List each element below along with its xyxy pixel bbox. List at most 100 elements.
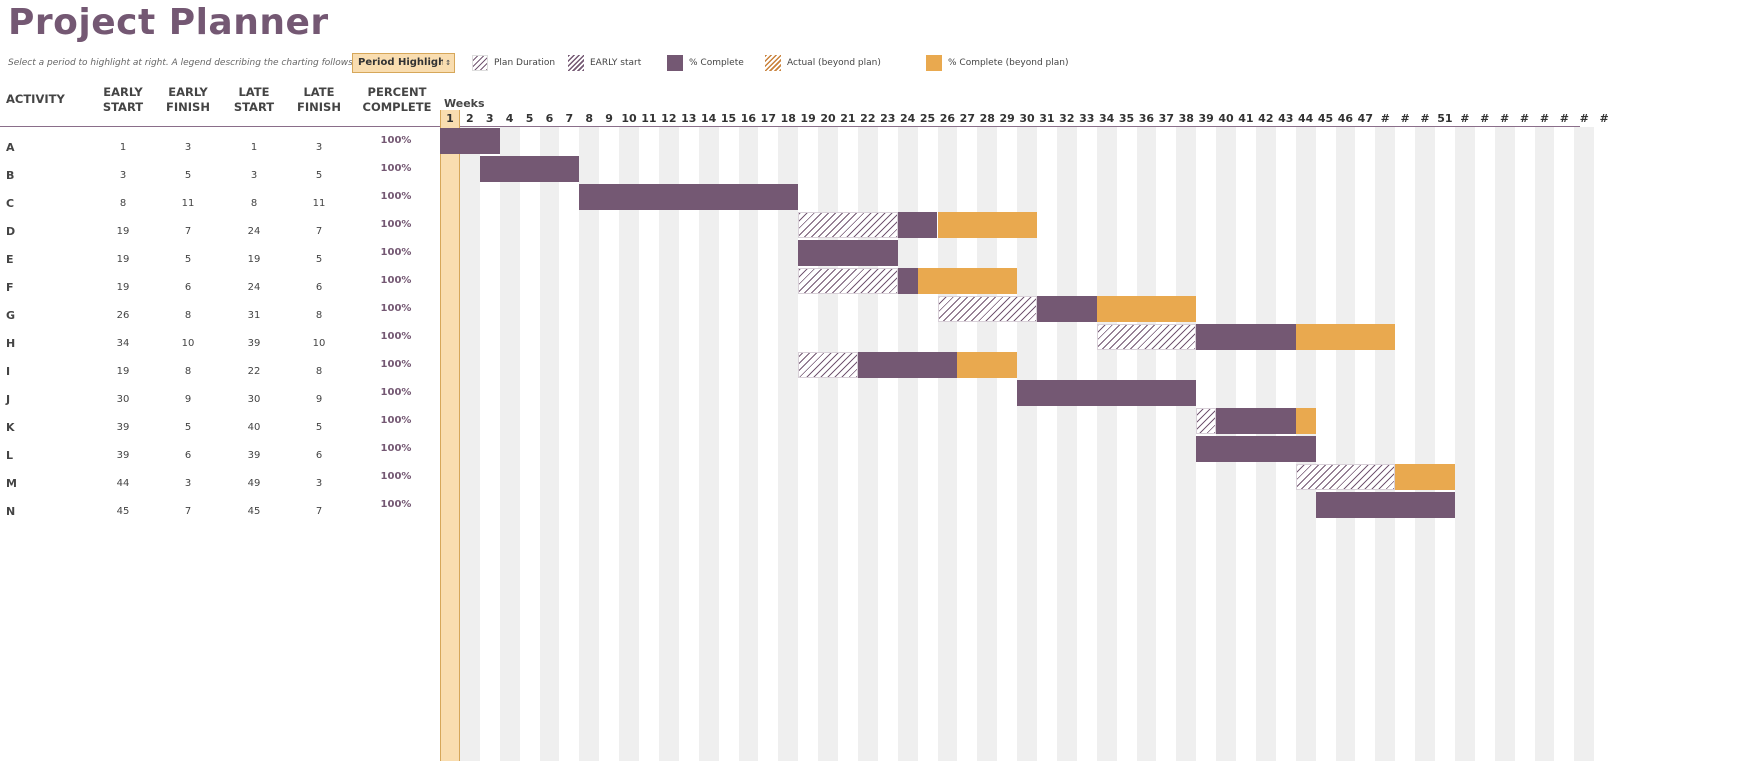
week-header[interactable]: 26 [939,112,956,125]
gantt-bar-complete [857,352,958,378]
week-header[interactable]: 34 [1098,112,1115,125]
week-header[interactable]: 36 [1138,112,1155,125]
gantt-bar-complete [798,240,898,266]
week-stripe [1534,127,1555,761]
week-header[interactable]: # [1559,112,1569,125]
week-header[interactable]: # [1579,112,1589,125]
cell-early-start: 44 [116,478,130,489]
week-header[interactable]: 8 [585,112,594,125]
week-header[interactable]: # [1500,112,1510,125]
week-header[interactable]: 9 [605,112,613,125]
cell-percent-complete: 100% [380,135,412,146]
cell-late-finish: 8 [315,366,323,377]
week-stripe [1176,127,1197,761]
week-header[interactable]: 12 [661,112,677,125]
week-header[interactable]: 28 [979,112,995,125]
week-header[interactable]: 15 [720,112,737,125]
week-stripe [1574,127,1595,761]
week-header[interactable]: 23 [880,112,896,125]
week-header[interactable]: 38 [1178,112,1194,125]
weeks-label: Weeks [444,97,485,110]
week-stripe [1056,127,1077,761]
week-header[interactable]: 31 [1039,112,1055,125]
week-header[interactable]: # [1420,112,1430,125]
week-header[interactable]: 19 [800,112,816,125]
week-header[interactable]: 16 [740,112,757,125]
week-header[interactable]: 46 [1337,112,1354,125]
cell-late-finish: 5 [315,254,323,265]
week-header[interactable]: 6 [545,112,554,125]
legend-item-actual: Actual (beyond plan) [765,55,881,71]
week-header[interactable]: # [1480,112,1490,125]
week-header[interactable]: 2 [466,112,474,125]
cell-early-finish: 6 [184,450,192,461]
activity-name: D [6,225,16,238]
cell-early-start: 39 [116,450,130,461]
week-header[interactable]: # [1380,112,1390,125]
activity-name: J [6,393,11,406]
cell-early-finish: 9 [184,394,192,405]
week-header[interactable]: 39 [1198,112,1214,125]
week-header[interactable]: 17 [760,112,776,125]
activity-name: K [6,421,15,434]
activity-name: C [6,197,15,210]
week-header[interactable]: 21 [840,112,856,125]
legend-item-plan: Plan Duration [472,55,555,71]
week-header[interactable]: 22 [860,112,876,125]
cell-late-start: 22 [247,366,261,377]
gantt-bar-complete [897,212,938,238]
week-header[interactable]: 24 [899,112,916,125]
gantt-bar-plan [798,212,898,238]
week-header[interactable]: 37 [1158,112,1174,125]
week-header[interactable]: 35 [1118,112,1135,125]
cell-percent-complete: 100% [380,163,412,174]
week-header[interactable]: 13 [681,112,697,125]
period-highlight-value: Period Highlight [358,57,450,68]
week-stripe [539,127,560,761]
week-header[interactable]: 14 [700,112,717,125]
week-header[interactable]: 4 [505,112,514,125]
week-header[interactable]: 42 [1258,112,1274,125]
week-header[interactable]: 29 [999,112,1015,125]
week-header[interactable]: 3 [485,112,494,125]
week-header[interactable]: 51 [1437,112,1453,125]
week-header[interactable]: 40 [1218,112,1234,125]
week-header[interactable]: 33 [1079,112,1095,125]
week-stripe [579,127,600,761]
week-header[interactable]: 1 [446,112,454,125]
week-header[interactable]: 30 [1019,112,1035,125]
week-header[interactable]: 43 [1278,112,1294,125]
week-header[interactable]: 47 [1357,112,1373,125]
week-header[interactable]: 27 [959,112,975,125]
gantt-bar-plan [1096,324,1197,350]
week-header[interactable]: 41 [1238,112,1254,125]
spinner-arrows-icon[interactable]: ↕ [443,54,451,72]
cell-early-start: 30 [116,394,130,405]
week-header[interactable]: # [1599,112,1609,125]
week-header[interactable]: # [1519,112,1530,125]
week-header[interactable]: # [1460,112,1470,125]
week-header[interactable]: 45 [1317,112,1334,125]
week-header[interactable]: 25 [919,112,936,125]
cell-early-start: 26 [116,310,130,321]
activity-name: B [6,169,15,182]
week-header[interactable]: # [1400,112,1410,125]
cell-late-start: 49 [247,478,261,489]
period-highlight-select[interactable]: Period Highlight ↕ [352,53,455,73]
week-header[interactable]: 7 [565,112,574,125]
week-header[interactable]: 20 [820,112,836,125]
gantt-bar-beyond [917,268,1018,294]
week-stripe [619,127,639,761]
week-header[interactable]: 10 [621,112,637,125]
week-header[interactable]: 32 [1059,112,1075,125]
gantt-bar-plan [937,296,1037,322]
week-header[interactable]: 18 [780,112,796,125]
gantt-bar-plan [798,352,858,378]
gantt-bar-plan [1196,408,1217,434]
week-header[interactable]: # [1539,112,1550,125]
cell-late-finish: 6 [315,282,323,293]
week-header[interactable]: 11 [641,112,657,125]
cell-early-start: 34 [116,338,130,349]
week-header[interactable]: 44 [1297,112,1314,125]
week-header[interactable]: 5 [525,112,534,125]
